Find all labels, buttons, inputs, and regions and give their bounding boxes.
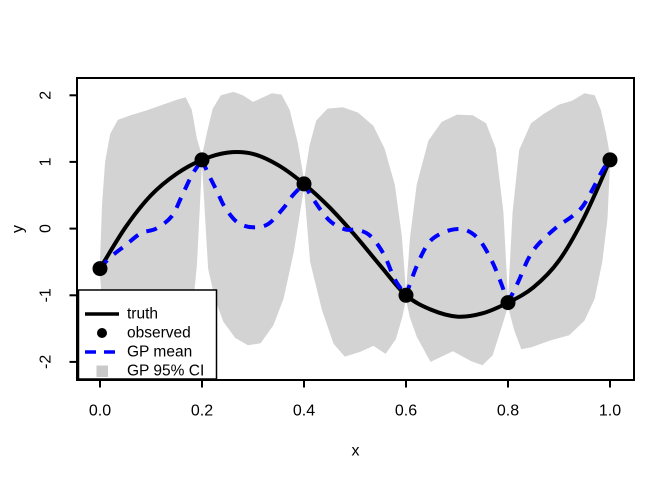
gp-mean-line: [200, 159, 306, 230]
legend-observed-point: [97, 328, 107, 338]
x-axis-ticks: [99, 380, 611, 388]
x-tick-label: 1.0: [599, 403, 621, 420]
observed-point: [92, 261, 108, 277]
x-tick-label: 0.6: [395, 403, 417, 420]
x-axis-title: x: [352, 443, 360, 460]
legend: truth observed GP mean GP 95% CI: [77, 289, 218, 380]
gp-mean-line: [302, 182, 408, 297]
observed-point: [194, 152, 210, 168]
gp-mean-line: [98, 158, 204, 270]
gp-mean-line: [506, 158, 612, 304]
legend-ci-square: [96, 365, 108, 377]
x-tick-label: 0.8: [497, 403, 519, 420]
legend-label-gp-ci: GP 95% CI: [127, 363, 204, 380]
ci-region: [100, 91, 610, 366]
observed-point: [296, 176, 312, 192]
truth-line: [98, 150, 612, 319]
x-tick-label: 0.2: [191, 403, 213, 420]
y-tick-label: 2: [38, 91, 55, 100]
legend-label-gp-mean: GP mean: [127, 344, 192, 361]
legend-label-truth: truth: [127, 306, 158, 323]
y-tick-label: 0: [38, 224, 55, 233]
y-axis-ticks: [69, 94, 77, 363]
gp-mean-line: [404, 226, 510, 304]
observed-point: [602, 152, 618, 168]
legend-label-observed: observed: [127, 325, 191, 342]
observed-point: [500, 295, 516, 311]
y-tick-label: -1: [38, 288, 55, 302]
x-tick-label: 0.0: [89, 403, 111, 420]
y-tick-label: 1: [38, 157, 55, 166]
y-axis-title: y: [10, 225, 27, 233]
y-tick-label: -2: [38, 355, 55, 369]
series-layer: [92, 91, 618, 366]
observed-point: [398, 287, 414, 303]
x-tick-label: 0.4: [293, 403, 315, 420]
